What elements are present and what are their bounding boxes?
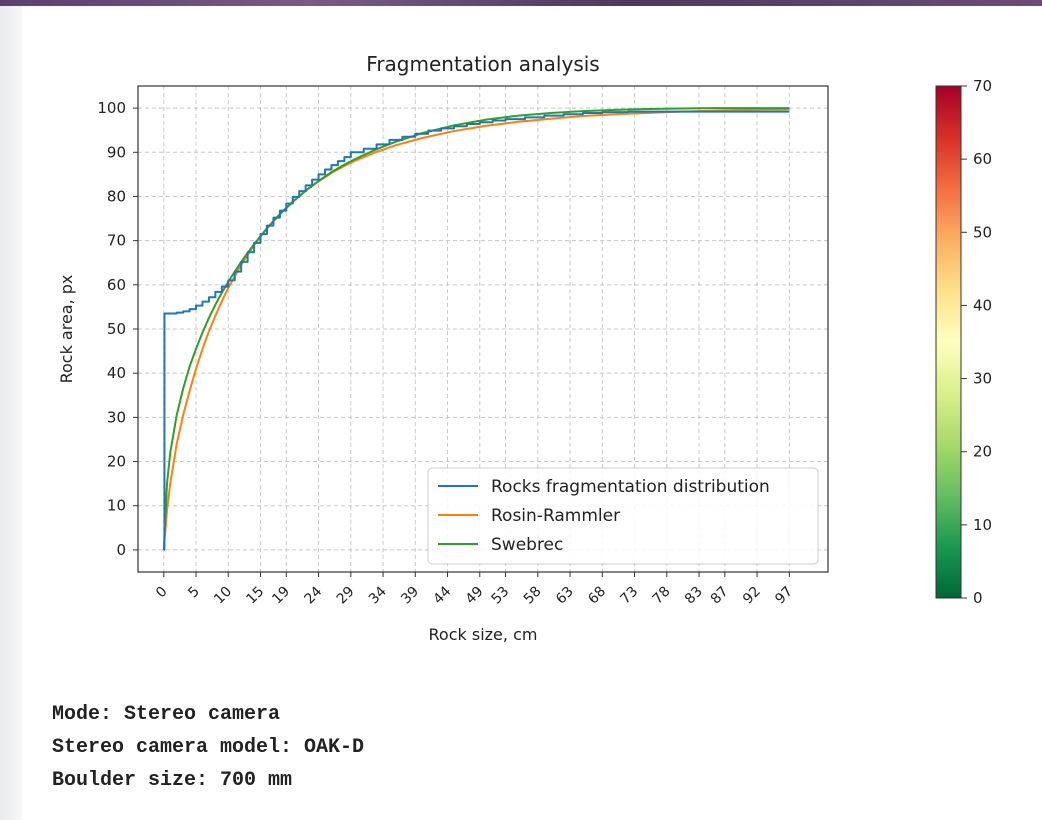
x-axis-ticks: 0 5 10 15 19 24 29 34 39 44 49 53 58 63 68 73 78 83 87 92 97	[153, 572, 796, 607]
x-tick-label: 87	[708, 584, 732, 608]
x-tick-label: 83	[682, 584, 706, 608]
legend-label-2: Swebrec	[491, 535, 563, 555]
x-tick-label: 53	[488, 584, 512, 608]
colorbar-tick-label: 50	[973, 223, 992, 241]
colorbar-tick-label: 20	[973, 443, 992, 461]
colorbar-tick-label: 60	[973, 150, 992, 168]
x-tick-label: 29	[334, 584, 358, 608]
x-tick-label: 68	[585, 584, 609, 608]
x-tick-label: 24	[301, 583, 325, 607]
x-tick-label: 58	[521, 584, 545, 608]
x-tick-label: 97	[772, 584, 796, 608]
info-panel: Mode: Stereo camera Stereo camera model:…	[52, 698, 364, 797]
y-tick-label: 80	[107, 187, 126, 205]
colorbar: 0 10 20 30 40 50 60 70	[935, 77, 992, 607]
colorbar-tick-label: 40	[973, 296, 992, 314]
left-edge-shade	[0, 6, 22, 820]
top-decor-strip	[0, 0, 1042, 6]
y-tick-label: 90	[107, 143, 126, 161]
x-tick-label: 39	[398, 584, 422, 608]
y-tick-label: 10	[107, 497, 126, 515]
legend-label-0: Rocks fragmentation distribution	[491, 477, 770, 497]
mode-text: Mode: Stereo camera	[52, 703, 281, 726]
legend-box	[427, 467, 819, 565]
grid-lines	[138, 86, 828, 572]
fragmentation-chart: Fragmentation analysis 0 5 10 15 19 24 29 34 39 4…	[57, 52, 992, 644]
series-line-0	[163, 110, 790, 551]
legend: Rocks fragmentation distribution Rosin-R…	[427, 467, 819, 565]
x-tick-label: 10	[211, 584, 235, 608]
x-tick-label: 44	[430, 583, 454, 607]
y-tick-label: 0	[116, 541, 126, 559]
x-tick-label: 63	[553, 584, 577, 608]
y-tick-label: 50	[107, 320, 126, 338]
x-tick-label: 0	[153, 584, 171, 602]
y-tick-label: 60	[107, 276, 126, 294]
y-tick-label: 70	[107, 232, 126, 250]
x-tick-label: 92	[740, 584, 764, 608]
x-tick-label: 73	[617, 584, 641, 608]
x-tick-label: 19	[269, 584, 293, 608]
y-tick-label: 20	[107, 453, 126, 471]
x-tick-label: 15	[243, 584, 267, 608]
series-lines	[162, 107, 790, 551]
y-axis-ticks: 0 10 20 30 40 50 60 70 80 90 100	[97, 99, 138, 559]
colorbar-tick-label: 0	[973, 589, 983, 607]
boulder-size-text: Boulder size: 700 mm	[52, 769, 293, 792]
camera-model-text: Stereo camera model: OAK-D	[52, 736, 365, 759]
colorbar-ticks: 0 10 20 30 40 50 60 70	[961, 77, 992, 607]
x-tick-label: 5	[185, 584, 203, 602]
colorbar-tick-label: 10	[973, 516, 992, 534]
legend-label-1: Rosin-Rammler	[491, 506, 620, 526]
x-tick-label: 34	[366, 583, 390, 607]
x-tick-label: 78	[650, 584, 674, 608]
y-tick-label: 40	[107, 364, 126, 382]
colorbar-tick-label: 30	[973, 370, 992, 388]
chart-title: Fragmentation analysis	[366, 52, 599, 76]
y-tick-label: 100	[97, 99, 126, 117]
x-axis-label: Rock size, cm	[429, 625, 538, 644]
colorbar-gradient	[935, 85, 962, 599]
x-tick-label: 49	[463, 584, 487, 608]
colorbar-tick-label: 70	[973, 77, 992, 95]
y-axis-label: Rock area, px	[57, 275, 76, 384]
y-tick-label: 30	[107, 408, 126, 426]
